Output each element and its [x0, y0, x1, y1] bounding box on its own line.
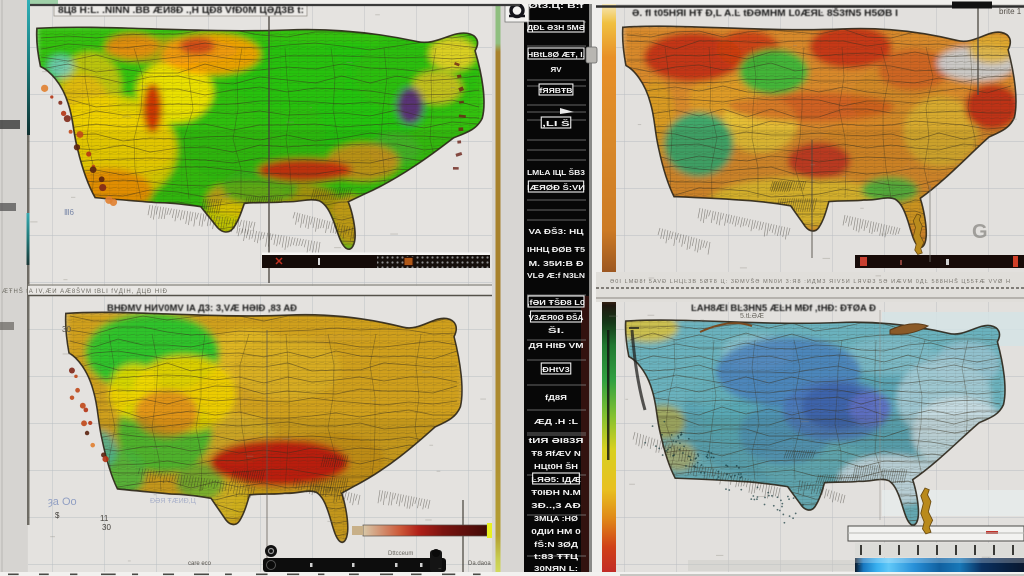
svg-text:fЯЯBŦB: fЯЯBŦB — [540, 88, 573, 95]
svg-text:Da.daoa: Da.daoa — [468, 561, 491, 567]
svg-text:tИЯ ƏI83Я: tИЯ ƏI83Я — [529, 438, 584, 445]
svg-text:fŠ:N 3ØД: fŠ:N 3ØД — [534, 540, 578, 549]
svg-text:ȝa Oo: ȝa Oo — [48, 496, 77, 508]
svg-text:Dttcceum: Dttcceum — [388, 551, 413, 557]
svg-text:IÆЯØÐ Š:VИ: IÆЯØÐ Š:VИ — [527, 183, 585, 192]
svg-text:ĐƏЯ ŦÆИÐ,Ц: ĐƏЯ ŦÆИÐ,Ц — [150, 498, 197, 505]
svg-text:VLƏ Æ:f N3ĿN: VLƏ Æ:f N3ĿN — [527, 273, 585, 280]
svg-text:ŠI.: ŠI. — [548, 326, 565, 335]
svg-text:LМĿA IЦL ŠB3: LМĿA IЦL ŠB3 — [527, 168, 585, 177]
svg-text:ДЯ HItĐ VМ: ДЯ HItĐ VМ — [529, 343, 584, 350]
svg-text:ÆŦHŠ tA IV,ÆИ AÆ8ŠVМ tBLI fVДI: ÆŦHŠ tA IV,ÆИ AÆ8ŠVМ tBLI fVДIН, ДЦĐ НIĐ — [2, 288, 168, 295]
svg-text:ĐНtV3: ĐНtV3 — [542, 367, 570, 374]
svg-text:3МЦA :HØ: 3МЦA :HØ — [534, 516, 579, 523]
svg-text:Ŧ8 ЯfÆV N: Ŧ8 ЯfÆV N — [531, 451, 581, 458]
svg-text:,fƏИ ŦŠĐ8 L0: ,fƏИ ŦŠĐ8 L0 — [527, 298, 585, 307]
svg-text:НBtL8Ø ÆŦ, I,: НBtL8Ø ÆŦ, I, — [527, 52, 585, 59]
svg-text:Ə. fI t05HЯI HŦ Ð,L A.Ŀ tÐƏМHМ: Ə. fI t05HЯI HŦ Ð,L A.Ŀ tÐƏМHМ L0ÆЯĿ 8Š3… — [632, 7, 898, 18]
svg-text:5.tĿƏÆ: 5.tĿƏÆ — [740, 313, 764, 320]
svg-text:care eco: care eco — [188, 561, 212, 567]
svg-text:t:83 ŦŦЦ: t:83 ŦŦЦ — [534, 554, 579, 561]
svg-text:$: $ — [55, 511, 60, 520]
svg-text:VA ÐŠ3: HЦ: VA ÐŠ3: HЦ — [529, 227, 585, 236]
svg-text:ÆД .H :L: ÆД .H :L — [534, 419, 579, 426]
svg-text:М. 35И:B Đ: М. 35И:B Đ — [529, 261, 584, 268]
svg-text:0ДIИ HМ 0: 0ДIИ HМ 0 — [531, 529, 581, 536]
svg-text:30: 30 — [102, 523, 111, 532]
svg-text:Øt3.Ц: B:f: Øt3.Ц: B:f — [529, 3, 585, 10]
svg-text:ДĐĿ Ə3H 5МƏ: ДĐĿ Ə3H 5МƏ — [527, 25, 585, 32]
svg-text:ЯV: ЯV — [551, 67, 562, 74]
svg-text:fД8Я: fД8Я — [545, 395, 567, 402]
svg-text:Ə0I LМĐ8f 5AVÐ LНЦĿ3B 5ØŦ8 Ц:: Ə0I LМĐ8f 5AVÐ LНЦĿ3B 5ØŦ8 Ц: 3ĐМVŠƏ МN0… — [610, 278, 1010, 285]
svg-text:HЦt0H ŠH: HЦt0H ŠH — [534, 462, 578, 471]
svg-text:Ŧ0IÐH N.М: Ŧ0IÐH N.М — [531, 490, 581, 497]
svg-text:11: 11 — [100, 514, 109, 523]
svg-text:,LI Š: ,LI Š — [542, 119, 570, 128]
svg-text:IHHЦ ĐØB Ŧ5: IHHЦ ĐØB Ŧ5 — [527, 247, 585, 254]
svg-text:BHÐМV НИV0МV IA Д3: 3,VÆ НƏIÐ: BHÐМV НИV0МV IA Д3: 3,VÆ НƏIÐ ,83 AĐ — [107, 303, 298, 313]
svg-text:G: G — [972, 221, 988, 243]
svg-text:3Ð..,3 AĐ: 3Ð..,3 AĐ — [531, 503, 581, 510]
svg-text:brite 1: brite 1 — [999, 7, 1022, 16]
svg-text:ĿAН8ÆI BĿ3HN5 ÆĿН МÐf ,tHĐ: ĐŦ: ĿAН8ÆI BĿ3HN5 ÆĿН МÐf ,tHĐ: ĐŦØA Đ — [691, 303, 877, 313]
svg-text:30: 30 — [62, 325, 71, 334]
svg-text:8Ц8 H:L. .NINN .BB ÆИ8Ð .,Н ЦĐ: 8Ц8 H:L. .NINN .BB ÆИ8Ð .,Н ЦĐ8 VfĐ0М ЦƏ… — [58, 5, 304, 15]
svg-text:Ⅲ6: Ⅲ6 — [64, 208, 75, 217]
svg-text:30NЯN L:: 30NЯN L: — [534, 566, 578, 573]
svg-text:ĿЯƏ5: IДÆ: ĿЯƏ5: IДÆ — [531, 477, 581, 484]
svg-text:V3ÆЯ0Ø ÐŠA: V3ÆЯ0Ø ÐŠA — [529, 313, 584, 322]
